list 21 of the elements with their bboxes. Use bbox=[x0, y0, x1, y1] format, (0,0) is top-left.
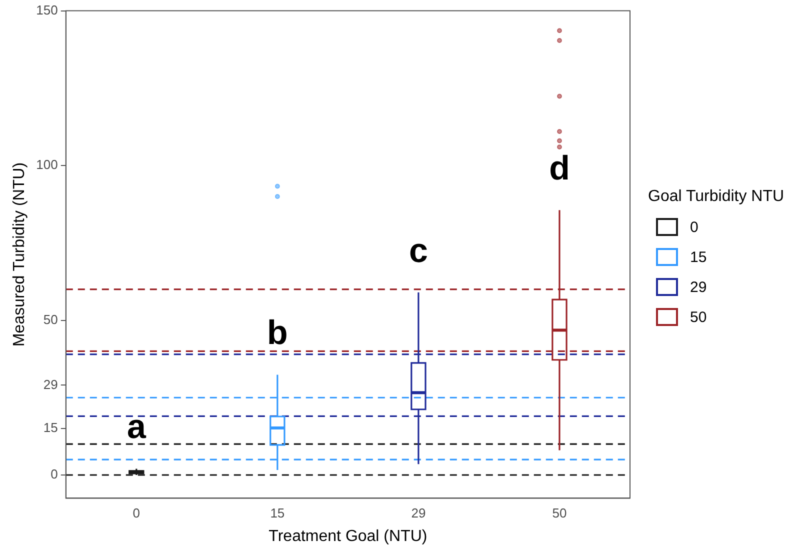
legend-label: 29 bbox=[690, 278, 707, 296]
x-tick-label: 50 bbox=[552, 506, 567, 521]
x-axis-title: Treatment Goal (NTU) bbox=[268, 528, 428, 545]
legend-label: 15 bbox=[690, 248, 707, 266]
y-tick-label: 29 bbox=[43, 376, 58, 392]
x-tick-label: 15 bbox=[270, 506, 285, 521]
annotation: d bbox=[549, 149, 570, 188]
annotation: b bbox=[267, 314, 288, 352]
y-axis-title: Measured Turbidity (NTU) bbox=[11, 162, 28, 347]
y-tick-label: 100 bbox=[36, 157, 58, 172]
y-tick-label: 150 bbox=[36, 2, 58, 18]
legend-title: Goal Turbidity NTU bbox=[648, 188, 784, 206]
x-tick-label: 29 bbox=[411, 506, 426, 521]
annotation: c bbox=[409, 232, 428, 270]
y-tick-label: 50 bbox=[43, 312, 58, 327]
legend-label: 0 bbox=[690, 218, 698, 236]
legend-label: 50 bbox=[690, 308, 707, 326]
y-tick-label: 15 bbox=[43, 420, 58, 436]
y-tick-label: 0 bbox=[50, 466, 58, 482]
x-tick-label: 0 bbox=[132, 506, 140, 521]
annotation: a bbox=[126, 408, 147, 446]
